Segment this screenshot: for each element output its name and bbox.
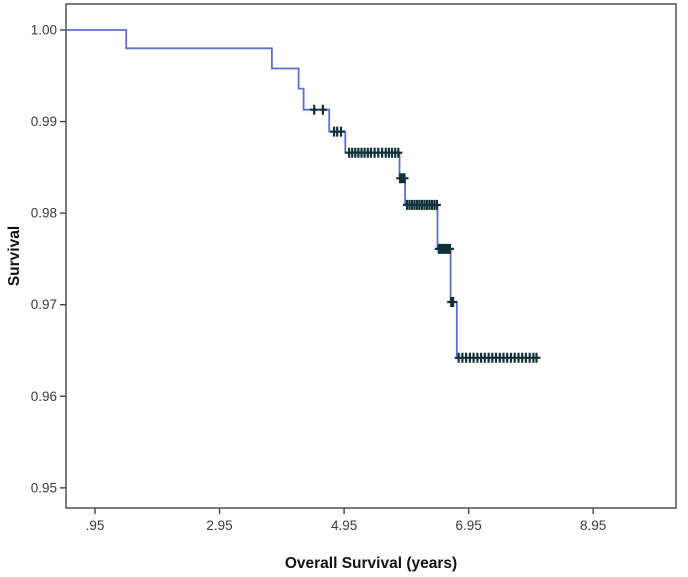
y-tick-label-4: 0.96 — [31, 389, 57, 404]
y-tick-label-5: 0.95 — [31, 480, 57, 495]
x-tick-label-0: .95 — [86, 518, 105, 533]
x-tick-label-1: 2.95 — [206, 518, 232, 533]
x-tick-label-2: 4.95 — [331, 518, 357, 533]
y-tick-label-1: 0.99 — [31, 114, 57, 129]
x-tick-label-3: 6.95 — [455, 518, 481, 533]
y-tick-label-3: 0.97 — [31, 297, 57, 312]
x-tick-label-4: 8.95 — [580, 518, 606, 533]
plot-area: .95 2.95 4.95 6.95 8.95 1.00 0.99 0.98 0.97 0.96 0… — [31, 3, 677, 533]
y-axis-title: Survival — [6, 226, 23, 286]
y-tick-label-2: 0.98 — [31, 206, 57, 221]
plot-frame — [65, 3, 677, 509]
x-axis-title: Overall Survival (years) — [285, 555, 457, 572]
censored-observation-marks — [310, 104, 541, 363]
survival-curve — [66, 29, 539, 359]
y-tick-label-0: 1.00 — [31, 23, 57, 38]
